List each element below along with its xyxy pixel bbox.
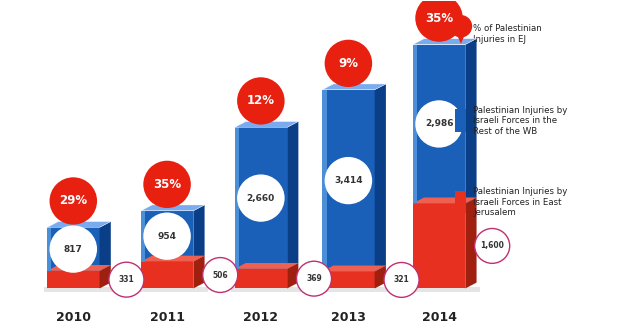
Polygon shape [413,203,465,289]
Text: 321: 321 [394,275,409,285]
Polygon shape [62,208,85,221]
Polygon shape [44,287,114,292]
Text: 12%: 12% [247,94,275,108]
Text: 2013: 2013 [331,311,366,324]
Polygon shape [409,287,480,292]
Polygon shape [141,256,205,262]
Polygon shape [322,90,375,271]
Polygon shape [47,265,111,271]
Polygon shape [138,287,208,292]
Polygon shape [47,271,100,289]
Ellipse shape [325,40,372,87]
Polygon shape [155,191,179,205]
Ellipse shape [143,161,191,208]
Polygon shape [141,262,193,289]
Ellipse shape [203,258,238,292]
Polygon shape [141,211,145,262]
Ellipse shape [415,100,463,148]
Polygon shape [287,121,298,269]
Ellipse shape [237,174,284,222]
Polygon shape [141,211,193,262]
Text: 2,986: 2,986 [425,119,453,128]
Polygon shape [193,256,205,289]
Polygon shape [465,39,477,203]
Polygon shape [287,263,298,289]
Text: 2010: 2010 [56,311,91,324]
Ellipse shape [143,213,191,260]
Text: 3,414: 3,414 [334,176,363,185]
Polygon shape [235,121,298,127]
Ellipse shape [109,262,144,297]
Text: Palestinian Injuries by
Israeli Forces in the
Rest of the WB: Palestinian Injuries by Israeli Forces i… [474,106,568,136]
Polygon shape [413,44,417,203]
Polygon shape [232,287,301,292]
Text: 2014: 2014 [421,311,457,324]
Text: 2,660: 2,660 [247,193,275,203]
Polygon shape [375,84,386,271]
Ellipse shape [475,228,510,263]
Ellipse shape [384,263,419,297]
Polygon shape [375,266,386,289]
Polygon shape [322,266,386,271]
Polygon shape [235,269,287,289]
Text: % of Palestinian
Injuries in EJ: % of Palestinian Injuries in EJ [474,24,542,44]
Ellipse shape [415,0,463,42]
Text: 331: 331 [119,275,134,284]
Ellipse shape [450,15,472,38]
Polygon shape [47,227,100,271]
Polygon shape [413,197,477,203]
Ellipse shape [50,225,97,273]
Text: 9%: 9% [338,57,359,70]
Polygon shape [413,44,465,203]
Polygon shape [47,221,111,227]
Ellipse shape [50,177,97,225]
Text: 29%: 29% [59,194,87,208]
Text: 506: 506 [212,270,228,280]
Polygon shape [47,227,51,271]
Text: 817: 817 [64,245,83,254]
Polygon shape [235,127,239,269]
Text: 35%: 35% [153,178,181,191]
Polygon shape [322,84,386,90]
Polygon shape [141,205,205,211]
Polygon shape [319,287,389,292]
Polygon shape [455,31,467,44]
Text: 369: 369 [306,274,322,283]
Polygon shape [322,271,375,289]
Polygon shape [337,70,360,84]
Polygon shape [100,221,111,271]
Text: 2011: 2011 [149,311,185,324]
Polygon shape [249,108,273,121]
Polygon shape [413,39,477,44]
Ellipse shape [325,157,372,204]
Polygon shape [322,90,327,271]
Polygon shape [193,205,205,262]
Text: Palestinian Injuries by
Israeli Forces in East
Jerusalem: Palestinian Injuries by Israeli Forces i… [474,187,568,217]
Polygon shape [235,263,298,269]
Polygon shape [235,127,287,269]
Text: 35%: 35% [425,12,453,25]
Polygon shape [465,197,477,289]
Text: 2012: 2012 [244,311,278,324]
Ellipse shape [237,77,284,125]
FancyBboxPatch shape [455,109,466,132]
Polygon shape [100,265,111,289]
Text: 954: 954 [158,232,176,241]
Ellipse shape [296,261,332,296]
Polygon shape [427,25,451,39]
FancyBboxPatch shape [455,190,466,214]
Text: 1,600: 1,600 [480,241,504,250]
